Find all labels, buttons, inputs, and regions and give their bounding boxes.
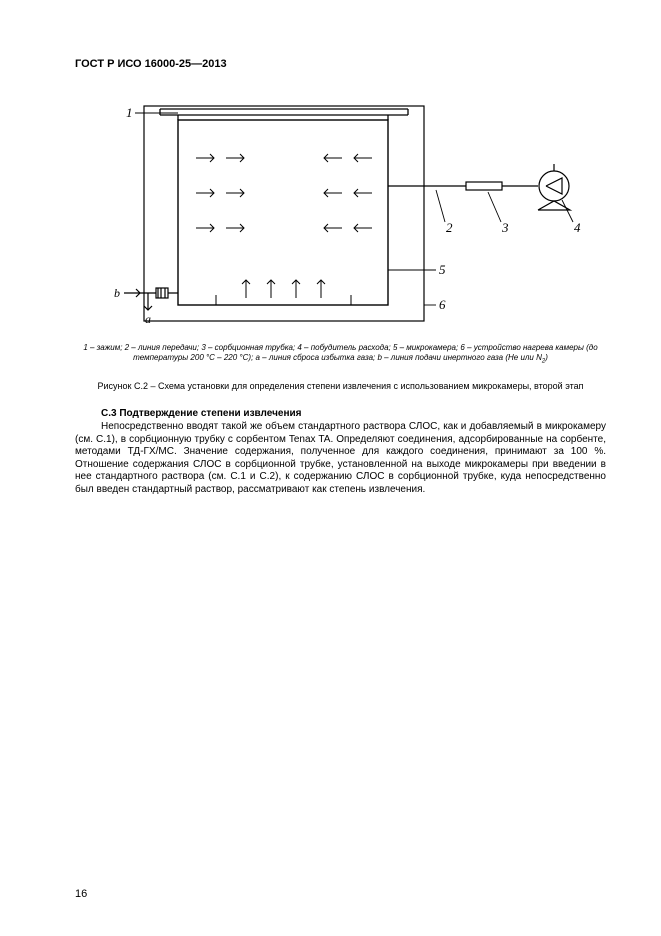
section-title: С.3 Подтверждение степени извлечения bbox=[101, 408, 606, 419]
page-number: 16 bbox=[75, 888, 87, 900]
svg-text:6: 6 bbox=[439, 297, 446, 312]
legend-text: 1 – зажим; 2 – линия передачи; 3 – сорбц… bbox=[83, 343, 597, 362]
svg-text:5: 5 bbox=[439, 262, 446, 277]
svg-text:b: b bbox=[114, 286, 120, 300]
page: ГОСТ Р ИСО 16000-25—2013 bbox=[0, 0, 661, 936]
apparatus-diagram: 1 2 3 4 5 6 a b bbox=[86, 98, 596, 333]
svg-text:1: 1 bbox=[126, 105, 133, 120]
paragraph: Непосредственно вводят такой же объем ст… bbox=[75, 421, 606, 496]
svg-text:4: 4 bbox=[574, 220, 581, 235]
svg-text:a: a bbox=[145, 312, 151, 326]
figure-container: 1 2 3 4 5 6 a b bbox=[75, 98, 606, 333]
paragraph-text: Непосредственно вводят такой же объем ст… bbox=[75, 421, 606, 495]
legend-tail: ) bbox=[545, 353, 548, 362]
figure-caption: Рисунок С.2 – Схема установки для опреде… bbox=[75, 381, 606, 393]
figure-legend: 1 – зажим; 2 – линия передачи; 3 – сорбц… bbox=[75, 343, 606, 367]
svg-text:2: 2 bbox=[446, 220, 453, 235]
svg-text:3: 3 bbox=[501, 220, 509, 235]
document-header: ГОСТ Р ИСО 16000-25—2013 bbox=[75, 58, 606, 70]
